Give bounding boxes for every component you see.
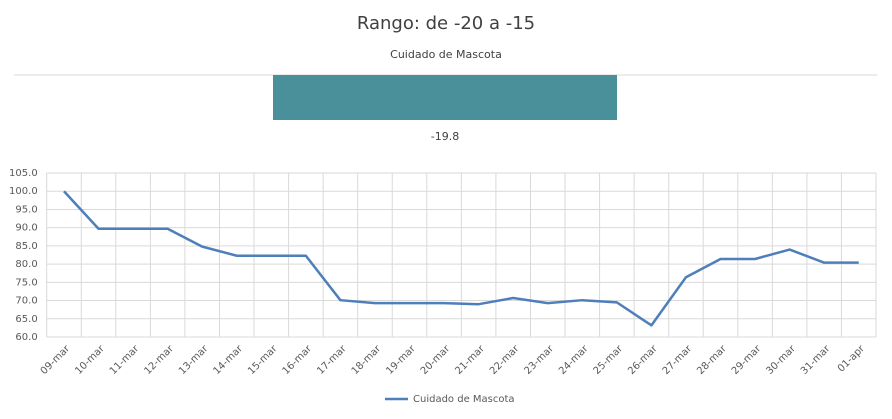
x-tick-label: 19-mar [384,343,418,377]
y-tick-label: 85.0 [15,241,37,252]
y-tick-label: 95.0 [15,204,37,215]
x-tick-label: 26-mar [626,343,660,377]
legend-label: Cuidado de Mascota [413,394,515,405]
x-tick-label: 22-mar [488,343,522,377]
y-tick-label: 70.0 [15,296,37,307]
x-tick-label: 23-mar [523,343,557,377]
x-tick-label: 15-mar [246,343,280,377]
y-tick-label: 105.0 [9,168,38,179]
x-tick-label: 16-mar [281,343,315,377]
chart-subtitle: Cuidado de Mascota [390,48,502,61]
x-tick-label: 13-mar [177,343,211,377]
y-tick-label: 75.0 [15,277,37,288]
x-tick-label: 24-mar [557,343,591,377]
line [63,190,859,327]
y-tick-label: 65.0 [15,314,37,325]
x-tick-label: 31-mar [799,343,833,377]
x-tick-label: 10-mar [73,343,107,377]
chart-title: Rango: de -20 a -15 [357,13,535,34]
x-tick-label: 30-mar [764,343,798,377]
x-tick-label: 21-mar [453,343,487,377]
y-tick-label: 90.0 [15,223,37,234]
value-label: -19.8 [431,130,459,143]
x-tick-label: 20-mar [419,343,453,377]
x-tick-label: 11-mar [108,343,142,377]
x-tick-label: 25-mar [592,343,626,377]
x-tick-label: 17-mar [315,343,349,377]
x-tick-label: 28-mar [695,343,729,377]
y-tick-label: 80.0 [15,259,37,270]
y-tick-label: 60.0 [15,332,37,343]
x-tick-label: 14-mar [212,343,246,377]
bar [273,75,617,120]
x-tick-label: 01-apr [836,343,868,375]
x-tick-label: 12-mar [142,343,176,377]
x-tick-label: 29-mar [730,343,764,377]
x-tick-label: 09-mar [39,343,73,377]
x-tick-label: 18-mar [350,343,384,377]
x-tick-label: 27-mar [661,343,695,377]
y-tick-label: 100.0 [9,186,38,197]
